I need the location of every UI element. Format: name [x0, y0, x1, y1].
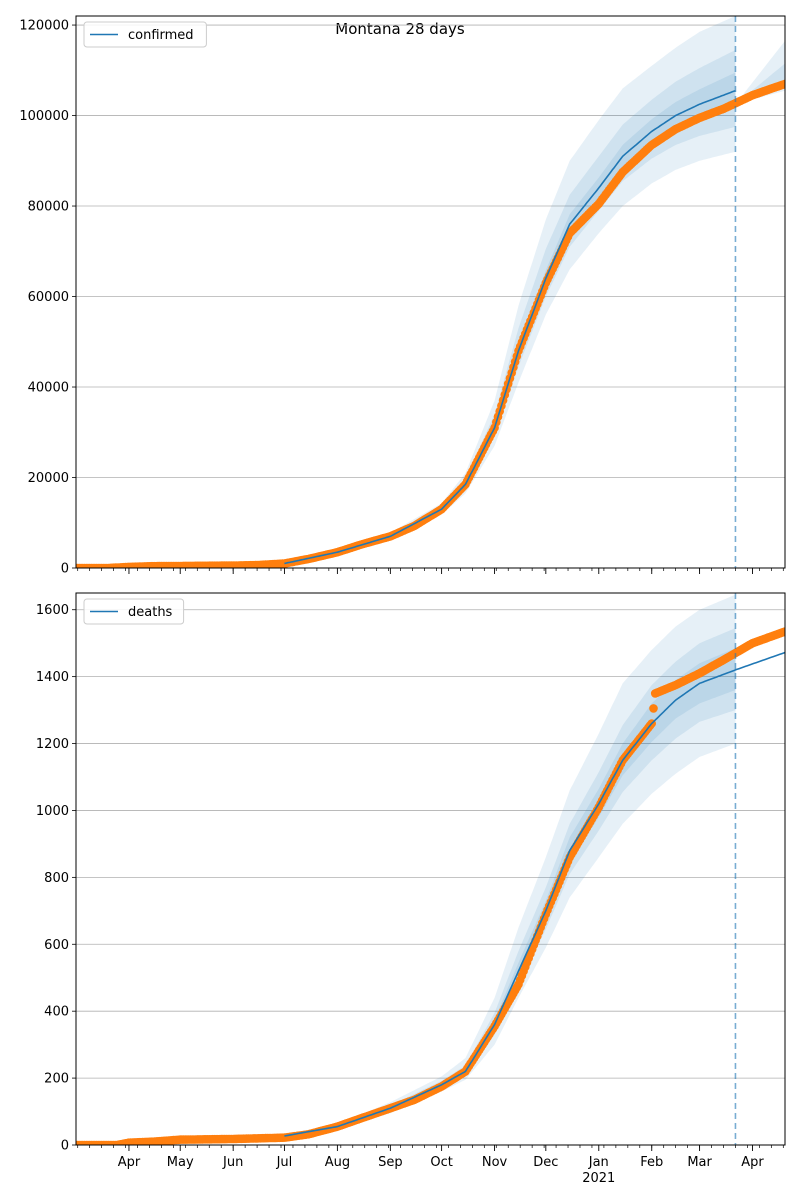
x-tick-label: Apr — [741, 1155, 764, 1170]
axes-frame — [75, 15, 786, 569]
legend: deaths — [83, 598, 185, 625]
x-tick-label: Jan — [588, 1155, 609, 1170]
y-tick-label: 0 — [61, 562, 69, 577]
model-line — [284, 651, 785, 1137]
observed-point — [780, 79, 785, 89]
y-tick-label: 1200 — [36, 737, 69, 752]
x-tick-label: Jun — [222, 1155, 243, 1170]
legend-box — [83, 21, 207, 48]
x-tick-label: Jul — [276, 1155, 293, 1170]
uncertainty-band — [284, 594, 736, 1137]
x-tick-label: Sep — [378, 1155, 403, 1170]
y-tick-label: 80000 — [28, 200, 69, 215]
y-tick-label: 20000 — [28, 471, 69, 486]
axes-frame — [75, 592, 786, 1146]
y-tick-label: 800 — [44, 871, 69, 886]
model-line — [284, 89, 736, 565]
y-tick-label: 1600 — [36, 603, 69, 618]
legend-label: confirmed — [128, 28, 194, 43]
y-tick-label: 100000 — [19, 109, 69, 124]
x-tick-label: Mar — [687, 1155, 712, 1170]
y-tick-label: 1400 — [36, 670, 69, 685]
observed-point — [780, 627, 785, 636]
x-tick-label: Oct — [430, 1155, 452, 1170]
x-tick-label: Nov — [482, 1155, 508, 1170]
y-tick-label: 0 — [61, 1139, 69, 1154]
y-tick-label: 60000 — [28, 290, 69, 305]
x-tick-label: Dec — [533, 1155, 558, 1170]
legend: confirmed — [83, 21, 207, 48]
panel-confirmed: 0 20000 40000 60000 80000 100000 120000 confirm… — [19, 15, 786, 577]
legend-box — [83, 598, 185, 625]
plot-area — [76, 16, 785, 568]
y-tick-label: 600 — [44, 938, 69, 953]
x-tick-sublabel: 2021 — [582, 1171, 615, 1186]
y-tick-label: 200 — [44, 1072, 69, 1087]
uncertainty-band — [284, 16, 736, 564]
y-tick-label: 120000 — [19, 19, 69, 34]
y-tick-label: 400 — [44, 1005, 69, 1020]
panel-deaths: 0 200 400 600 800 1000 1200 1400 1600 Apr May Jun Ju… — [36, 592, 786, 1186]
plot-area — [76, 594, 785, 1145]
uncertainty-band — [284, 648, 736, 1137]
x-tick-label: Aug — [325, 1155, 350, 1170]
legend-label: deaths — [128, 605, 173, 620]
y-tick-label: 1000 — [36, 804, 69, 819]
x-tick-label: Feb — [640, 1155, 663, 1170]
y-tick-label: 40000 — [28, 381, 69, 396]
x-tick-label: May — [167, 1155, 194, 1170]
figure-title: Montana 28 days — [335, 20, 465, 38]
x-tick-label: Apr — [118, 1155, 141, 1170]
observed-point — [649, 704, 658, 713]
